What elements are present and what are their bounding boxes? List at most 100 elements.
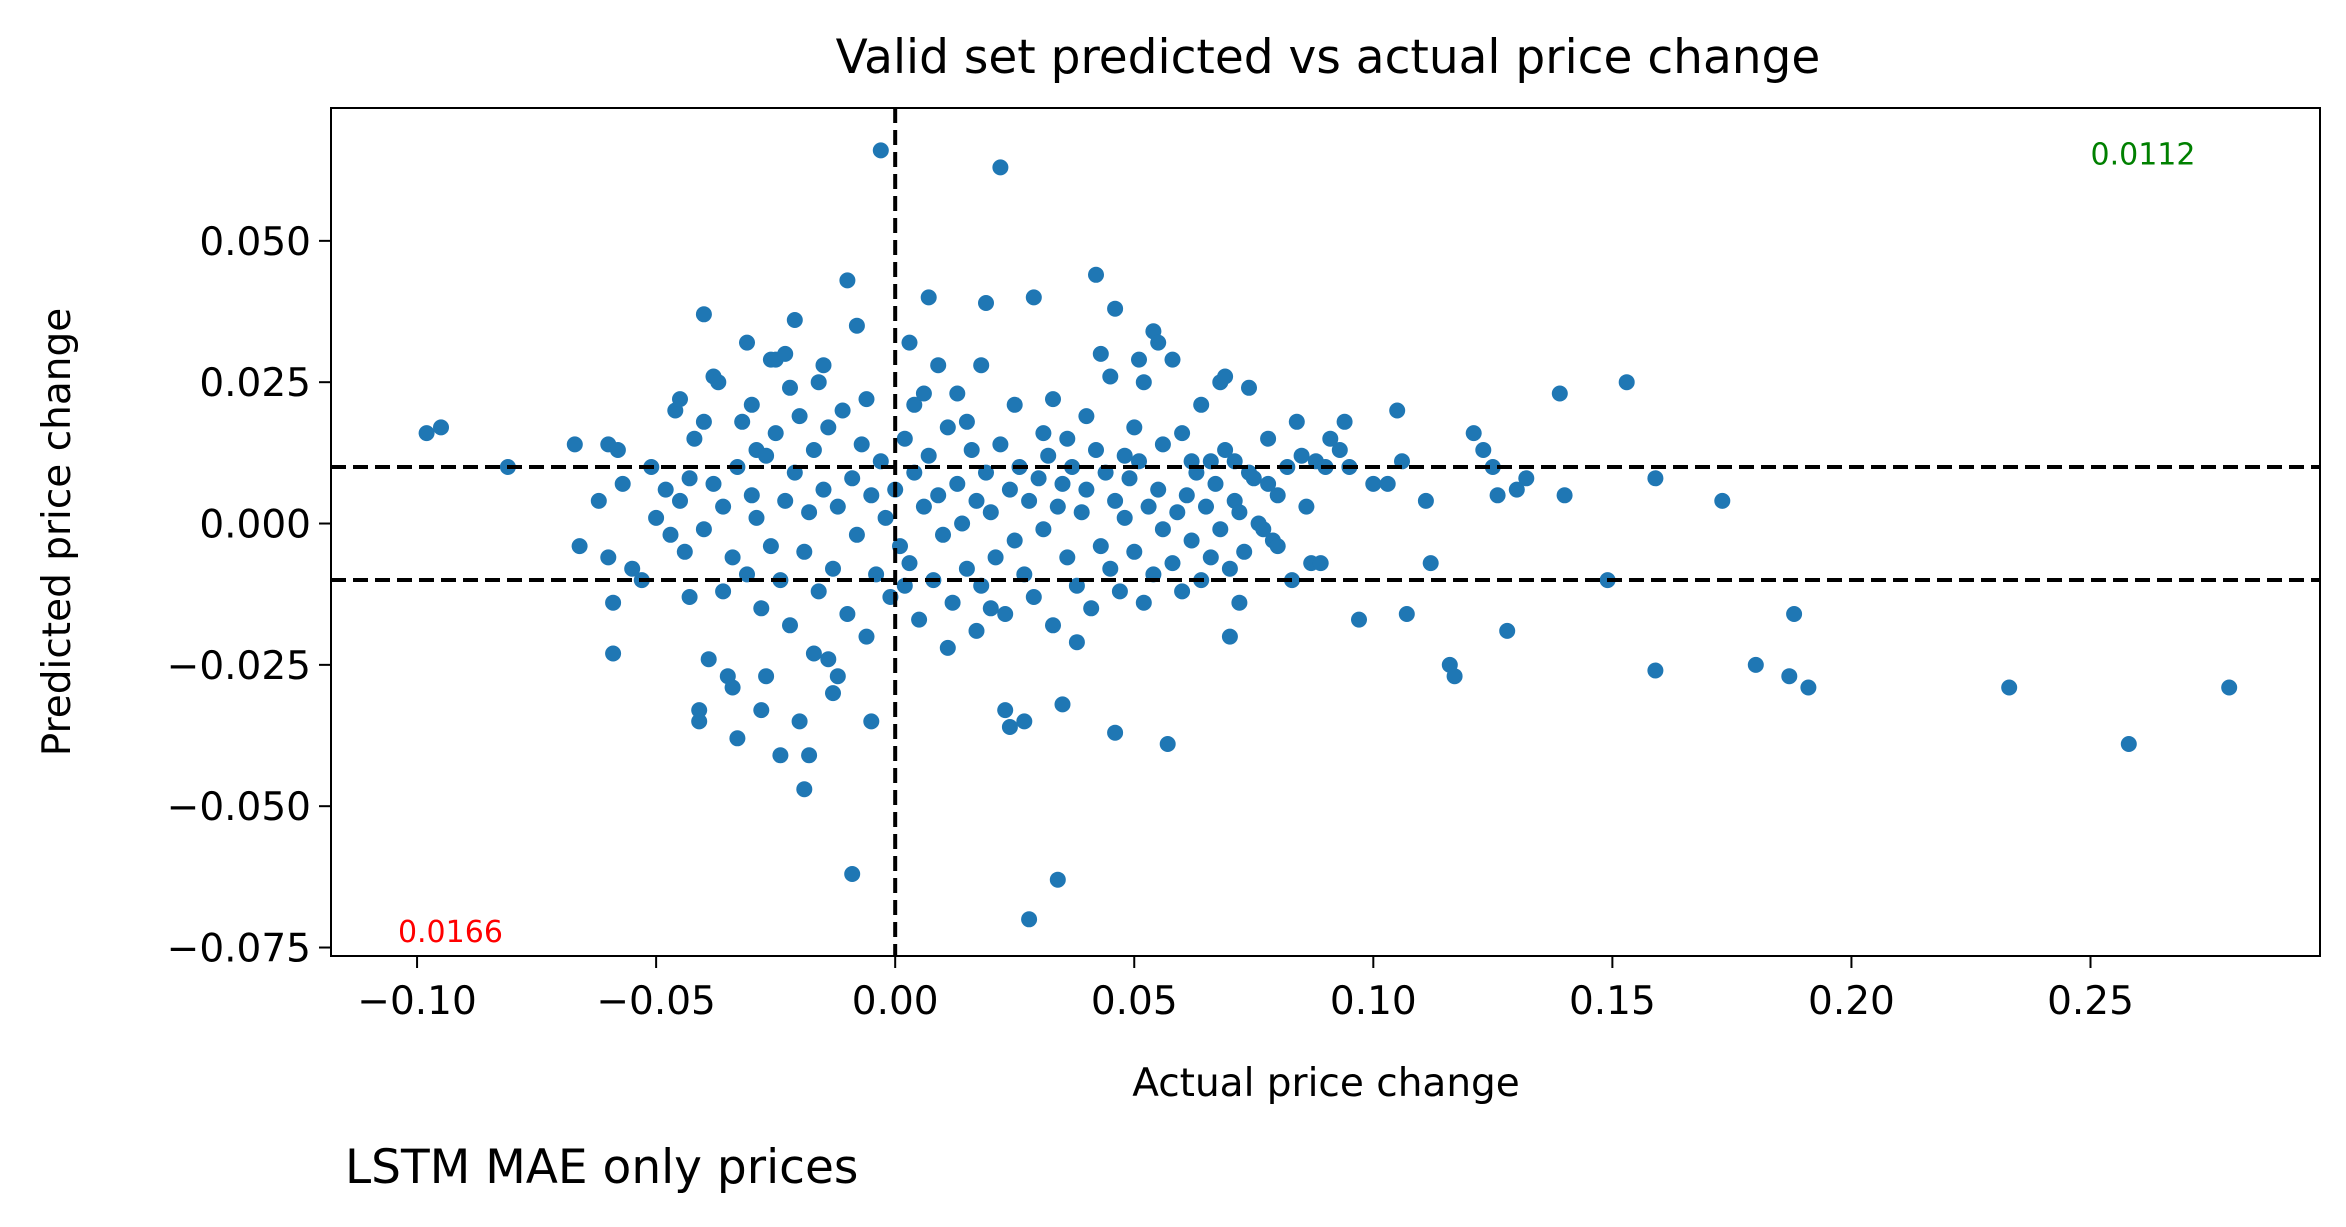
data-point xyxy=(973,357,990,374)
data-point xyxy=(1312,555,1329,572)
data-point xyxy=(648,509,665,526)
data-point xyxy=(1121,470,1138,487)
data-point xyxy=(901,334,918,351)
data-point xyxy=(1059,549,1076,566)
data-point xyxy=(858,391,875,408)
data-point xyxy=(743,396,760,413)
data-point xyxy=(1365,475,1382,492)
data-point xyxy=(982,504,999,521)
data-point xyxy=(915,385,932,402)
data-point xyxy=(1231,594,1248,611)
data-point xyxy=(1193,396,1210,413)
data-point xyxy=(796,781,813,798)
data-point xyxy=(1556,487,1573,504)
data-point xyxy=(1786,606,1803,622)
data-point xyxy=(1446,668,1463,685)
plot-frame xyxy=(330,107,2321,957)
data-point xyxy=(1001,719,1018,735)
x-tick-label: 0.00 xyxy=(852,979,939,1024)
data-point xyxy=(1030,470,1047,487)
data-point xyxy=(729,730,746,747)
data-point xyxy=(1518,470,1535,487)
data-point xyxy=(1064,459,1081,475)
data-point xyxy=(1174,583,1191,600)
data-point xyxy=(944,594,961,611)
data-point xyxy=(566,436,583,453)
data-point xyxy=(600,549,617,566)
data-point xyxy=(987,549,1004,566)
data-point xyxy=(614,475,631,492)
data-point xyxy=(1231,504,1248,521)
data-point xyxy=(1140,498,1157,515)
data-point xyxy=(1260,475,1277,492)
data-point xyxy=(935,526,951,543)
annotation-label: 0.0112 xyxy=(2091,138,2196,173)
data-point xyxy=(782,617,798,634)
data-point xyxy=(605,645,622,662)
data-point xyxy=(1078,408,1095,425)
data-point xyxy=(801,747,818,764)
data-point xyxy=(1217,442,1234,458)
data-point xyxy=(896,430,913,447)
data-point xyxy=(753,600,770,617)
data-point xyxy=(1150,334,1167,351)
x-axis-ticks: −0.10 −0.05 0.00 0.05 0.10 0.15 0.20 0.25 xyxy=(357,956,2134,1024)
data-point xyxy=(1049,498,1066,515)
data-point xyxy=(715,498,732,515)
x-axis-label: Actual price change xyxy=(1132,1061,1520,1106)
data-point xyxy=(777,345,794,362)
chart-title: Valid set predicted vs actual price chan… xyxy=(836,30,1821,85)
data-point xyxy=(1083,600,1100,617)
data-point xyxy=(1465,425,1482,442)
data-point xyxy=(1035,521,1052,538)
data-point xyxy=(1484,459,1501,475)
data-point xyxy=(1001,481,1018,498)
x-tick-label: −0.05 xyxy=(596,979,716,1024)
y-tick-label: −0.025 xyxy=(167,644,311,689)
y-tick-label: −0.050 xyxy=(167,785,311,830)
data-point xyxy=(681,470,698,487)
data-point xyxy=(1207,475,1224,492)
data-point xyxy=(982,600,999,617)
data-point xyxy=(1092,345,1109,362)
data-point xyxy=(968,492,985,509)
data-point xyxy=(992,159,1009,176)
data-point xyxy=(791,408,808,425)
data-point xyxy=(1021,492,1038,509)
data-point xyxy=(695,306,712,323)
y-axis-label: Predicted price change xyxy=(35,308,80,756)
data-point xyxy=(1322,430,1339,447)
data-point xyxy=(872,142,889,159)
data-point xyxy=(758,447,775,464)
data-point xyxy=(782,379,798,396)
data-point xyxy=(815,481,832,498)
data-point xyxy=(739,334,755,351)
data-point xyxy=(1045,617,1061,634)
data-point xyxy=(839,606,856,622)
data-point xyxy=(777,492,794,509)
data-point xyxy=(1040,447,1057,464)
data-point xyxy=(700,651,717,668)
data-point xyxy=(1107,724,1124,741)
data-point xyxy=(1351,611,1367,628)
data-point xyxy=(1154,436,1171,453)
data-point xyxy=(1236,543,1253,560)
data-point xyxy=(676,543,693,560)
data-point xyxy=(844,470,861,487)
data-point xyxy=(772,747,789,764)
data-point xyxy=(1073,504,1090,521)
data-point xyxy=(691,702,708,719)
data-point xyxy=(1298,498,1315,515)
data-point xyxy=(433,419,449,436)
data-point xyxy=(1714,492,1731,509)
data-point xyxy=(1221,560,1238,577)
data-point xyxy=(1241,379,1257,396)
y-tick-label: 0.050 xyxy=(199,220,311,265)
data-point xyxy=(1150,481,1167,498)
data-point xyxy=(705,475,722,492)
data-point xyxy=(786,312,803,328)
data-point xyxy=(1293,447,1310,464)
data-point xyxy=(963,442,980,458)
data-point xyxy=(863,487,880,504)
